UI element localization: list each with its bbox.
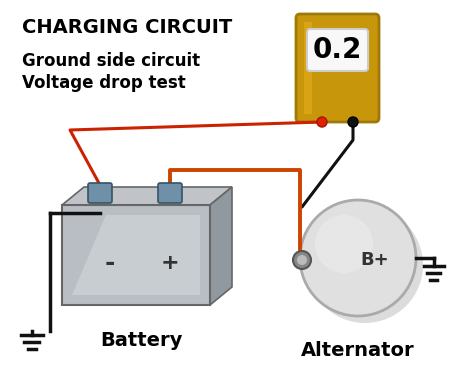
Text: B+: B+ [360,251,389,269]
FancyBboxPatch shape [158,183,182,203]
Circle shape [297,255,307,265]
FancyBboxPatch shape [88,183,112,203]
Text: Alternator: Alternator [301,341,415,360]
Text: Voltage drop test: Voltage drop test [22,74,186,92]
Polygon shape [62,187,232,205]
Circle shape [300,200,416,316]
FancyBboxPatch shape [307,29,368,71]
Polygon shape [210,187,232,305]
Circle shape [348,117,358,127]
Circle shape [317,117,327,127]
Circle shape [293,251,311,269]
Circle shape [315,215,373,273]
Text: Ground side circuit: Ground side circuit [22,52,200,70]
Polygon shape [72,215,200,295]
Text: 0.2: 0.2 [313,36,362,64]
FancyBboxPatch shape [296,14,379,122]
Text: Battery: Battery [100,331,182,350]
Bar [304,22,312,114]
Bar [62,205,210,305]
Text: +: + [161,253,179,273]
Circle shape [307,207,423,323]
Text: -: - [105,251,115,275]
Text: CHARGING CIRCUIT: CHARGING CIRCUIT [22,18,232,37]
